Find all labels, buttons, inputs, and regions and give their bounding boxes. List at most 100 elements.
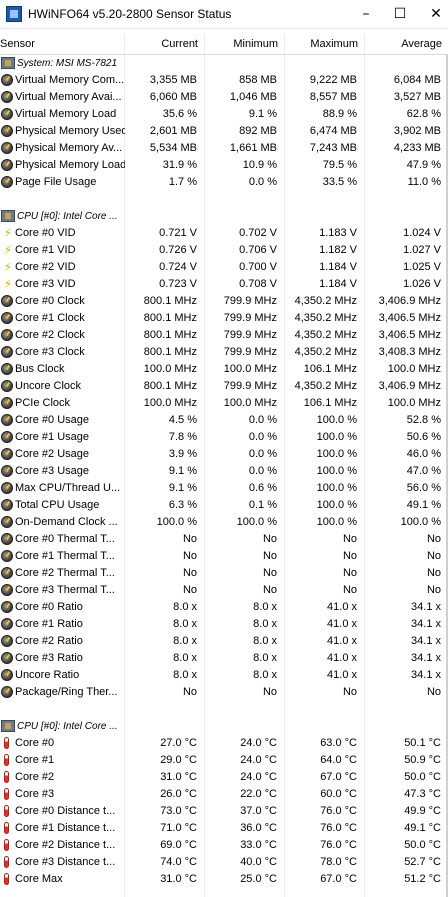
sensor-row[interactable]: ⚡ Core #0 VID 0.721 V 0.702 V 1.183 V 1.024 V [0,225,448,242]
gauge-icon [1,295,13,307]
maximum-value: 67.0 °C [320,873,357,885]
sensor-label: Core #3 Clock [15,346,85,358]
average-value: 34.1 x [411,635,441,647]
sensor-label: Core #2 Usage [15,448,89,460]
sensor-row[interactable]: Core #2 Thermal T... No No No No [0,565,448,582]
thermometer-icon [4,788,9,800]
current-value: 0.724 V [159,261,197,273]
maximum-value: 8,557 MB [309,91,357,103]
sensor-row[interactable]: Core #1 Usage 7.8 % 0.0 % 100.0 % 50.6 % [0,429,448,446]
sensor-row[interactable]: Core #3 Distance t... 74.0 °C 40.0 °C 78.0 … [0,854,448,871]
sensor-row[interactable]: Virtual Memory Load 35.6 % 9.1 % 88.9 % 62.8… [0,106,448,123]
maximum-value: 33.5 % [322,176,357,188]
average-value: 11.0 % [407,176,441,188]
current-value: 29.0 °C [160,754,197,766]
sensor-row[interactable]: ⚡ Core #2 VID 0.724 V 0.700 V 1.184 V 1.025 V [0,259,448,276]
sensor-row[interactable]: Core #2 Clock 800.1 MHz 799.9 MHz 4,350.2 M… [0,327,448,344]
sensor-row[interactable]: Core #2 Distance t... 69.0 °C 33.0 °C 76.0 … [0,837,448,854]
sensor-row[interactable]: Core #0 Distance t... 73.0 °C 37.0 °C 76.0 … [0,803,448,820]
sensor-row[interactable]: Core #2 Ratio 8.0 x 8.0 x 41.0 x 34.1 x [0,633,448,650]
sensor-row[interactable]: On-Demand Clock ... 100.0 % 100.0 % 100.0 %… [0,514,448,531]
sensor-row[interactable]: Core #3 26.0 °C 22.0 °C 60.0 °C 47.3 °C [0,786,448,803]
sensor-row[interactable]: Page File Usage 1.7 % 0.0 % 33.5 % 11.0 % [0,174,448,191]
sensor-row[interactable]: Core #2 Usage 3.9 % 0.0 % 100.0 % 46.0 % [0,446,448,463]
sensor-row[interactable]: Core #1 Ratio 8.0 x 8.0 x 41.0 x 34.1 x [0,616,448,633]
current-value: 100.0 MHz [143,363,197,375]
sensor-row[interactable]: Uncore Clock 800.1 MHz 799.9 MHz 4,350.2 MH… [0,378,448,395]
current-value: 800.1 MHz [143,346,197,358]
sensor-row[interactable]: Core Max 31.0 °C 25.0 °C 67.0 °C 51.2 °C [0,871,448,888]
sensor-row[interactable]: Virtual Memory Com... 3,355 MB 858 MB 9,222… [0,72,448,89]
sensor-row[interactable]: Max CPU/Thread U... 9.1 % 0.6 % 100.0 % 56.0… [0,480,448,497]
column-header-maximum[interactable]: Maximum [310,38,358,50]
average-value: 34.1 x [411,601,441,613]
current-value: 0.723 V [159,278,197,290]
sensor-row[interactable]: ⚡ Core #3 VID 0.723 V 0.708 V 1.184 V 1.026 V [0,276,448,293]
current-value: 31.0 °C [160,771,197,783]
sensor-row[interactable]: Core #3 Clock 800.1 MHz 799.9 MHz 4,350.2 M… [0,344,448,361]
gauge-icon [1,176,13,188]
column-header-current[interactable]: Current [161,38,198,50]
sensor-row[interactable]: Core #0 Ratio 8.0 x 8.0 x 41.0 x 34.1 x [0,599,448,616]
minimum-value: 40.0 °C [240,856,277,868]
sensor-row[interactable]: ⚡ Core #1 VID 0.726 V 0.706 V 1.182 V 1.027 V [0,242,448,259]
maximum-value: 64.0 °C [320,754,357,766]
thermometer-icon [4,873,9,885]
maximize-button[interactable]: ☐ [393,6,407,22]
sensor-row[interactable]: Core #1 Clock 800.1 MHz 799.9 MHz 4,350.2 M… [0,310,448,327]
average-value: 62.8 % [406,108,441,120]
sensor-row[interactable]: Physical Memory Av... 5,534 MB 1,661 MB 7,2… [0,140,448,157]
maximum-value: No [342,533,357,545]
lightning-icon: ⚡ [3,243,13,257]
column-header-sensor[interactable]: Sensor [0,38,35,50]
sensor-row[interactable]: Core #1 Distance t... 71.0 °C 36.0 °C 76.0 … [0,820,448,837]
sensor-group-header[interactable]: System: MSI MS-7821 [0,55,448,72]
sensor-label: Core #1 Ratio [15,618,83,630]
sensor-row[interactable]: Virtual Memory Avai... 6,060 MB 1,046 MB 8,… [0,89,448,106]
maximum-value: 79.5 % [322,159,357,171]
sensor-row[interactable]: Core #0 Clock 800.1 MHz 799.9 MHz 4,350.2 M… [0,293,448,310]
average-value: 50.0 °C [404,771,441,783]
thermometer-icon [4,737,9,749]
sensor-row[interactable]: PCIe Clock 100.0 MHz 100.0 MHz 106.1 MHz 100… [0,395,448,412]
column-header: Sensor Current Minimum Maximum Average [0,34,448,55]
scrollbar[interactable] [446,54,448,897]
sensor-label: Core #3 [15,788,55,800]
sensor-row[interactable]: Core #2 31.0 °C 24.0 °C 67.0 °C 50.0 °C [0,769,448,786]
minimize-button[interactable]: – [362,6,370,22]
sensor-row[interactable]: Core #1 29.0 °C 24.0 °C 64.0 °C 50.9 °C [0,752,448,769]
sensor-row[interactable]: Bus Clock 100.0 MHz 100.0 MHz 106.1 MHz 100.… [0,361,448,378]
sensor-row[interactable]: Core #0 Usage 4.5 % 0.0 % 100.0 % 52.8 % [0,412,448,429]
sensor-row[interactable]: Core #0 Thermal T... No No No No [0,531,448,548]
minimum-value: 799.9 MHz [223,295,277,307]
maximum-value: 78.0 °C [320,856,357,868]
maximum-value: 100.0 % [316,431,357,443]
window-title: HWiNFO64 v5.20-2800 Sensor Status [28,7,232,21]
sensor-row[interactable]: Core #3 Thermal T... No No No No [0,582,448,599]
sensor-row[interactable]: Core #3 Ratio 8.0 x 8.0 x 41.0 x 34.1 x [0,650,448,667]
sensor-row[interactable]: Package/Ring Ther... No No No No [0,684,448,701]
sensor-row[interactable]: Core #3 Usage 9.1 % 0.0 % 100.0 % 47.0 % [0,463,448,480]
sensor-row[interactable]: Uncore Ratio 8.0 x 8.0 x 41.0 x 34.1 x [0,667,448,684]
maximum-value: 1.184 V [319,278,357,290]
sensor-row[interactable]: Physical Memory Load 31.9 % 10.9 % 79.5 % 47… [0,157,448,174]
average-value: 51.2 °C [404,873,441,885]
sensor-row[interactable]: Physical Memory Used 2,601 MB 892 MB 6,474 … [0,123,448,140]
minimum-value: 0.0 % [248,414,277,426]
title-bar: HWiNFO64 v5.20-2800 Sensor Status – ☐ ✕ [0,0,448,29]
column-header-minimum[interactable]: Minimum [233,38,278,50]
column-header-average[interactable]: Average [401,38,442,50]
minimum-value: 799.9 MHz [223,346,277,358]
sensor-row[interactable]: Core #1 Thermal T... No No No No [0,548,448,565]
minimum-value: No [262,567,277,579]
gauge-icon [1,686,13,698]
sensor-group-header[interactable]: CPU [#0]: Intel Core ... [0,718,448,735]
sensor-label: Core #0 Ratio [15,601,83,613]
sensor-group-header[interactable]: CPU [#0]: Intel Core ... [0,208,448,225]
sensor-row[interactable]: Total CPU Usage 6.3 % 0.1 % 100.0 % 49.1 % [0,497,448,514]
sensor-row[interactable]: Core #0 27.0 °C 24.0 °C 63.0 °C 50.1 °C [0,735,448,752]
close-button[interactable]: ✕ [430,6,442,22]
maximum-value: 41.0 x [327,652,357,664]
maximum-value: 4,350.2 MHz [294,312,357,324]
current-value: 3,355 MB [149,74,197,86]
